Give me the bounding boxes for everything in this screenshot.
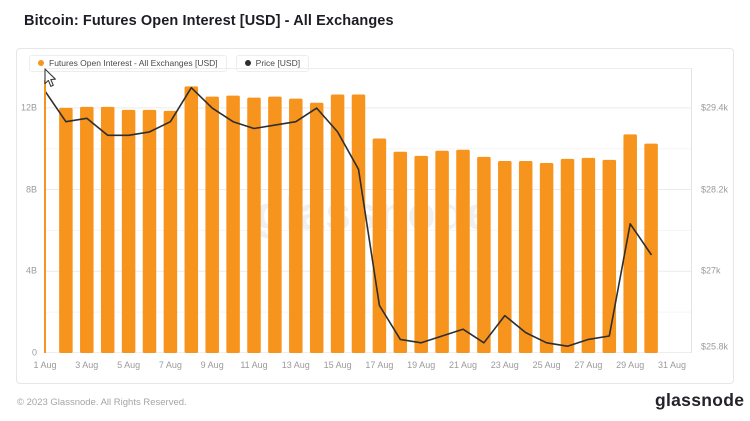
x-tick-27-aug: 27 Aug [574, 360, 603, 370]
bar-27-aug [581, 157, 596, 353]
bar-8-aug [184, 86, 199, 353]
legend-item-label: Price [USD] [255, 58, 301, 68]
x-tick-9-aug: 9 Aug [200, 360, 224, 370]
price-dot-icon [244, 60, 251, 67]
bar-25-aug [539, 163, 554, 353]
chart-card: Futures Open Interest - All Exchanges [U… [16, 48, 734, 384]
x-tick-3-aug: 3 Aug [75, 360, 99, 370]
legend-item-price[interactable]: Price [USD] [235, 55, 310, 72]
x-tick-7-aug: 7 Aug [158, 360, 182, 370]
legend-item-open-interest[interactable]: Futures Open Interest - All Exchanges [U… [29, 55, 227, 72]
x-tick-13-aug: 13 Aug [281, 360, 310, 370]
bar-11-aug [247, 97, 261, 353]
x-tick-11-aug: 11 Aug [240, 360, 268, 370]
left-tick-4b: 4B [25, 265, 37, 276]
right-tick--27k: $27k [701, 265, 721, 276]
left-axis-accent-line [44, 80, 46, 353]
plot-area: glassnode 04B8B12B$25.8k$27k$28.2k$29.4k… [21, 68, 728, 370]
bar-13-aug [289, 98, 303, 353]
x-tick-17-aug: 17 Aug [365, 360, 394, 370]
legend: Futures Open Interest - All Exchanges [U… [29, 55, 310, 72]
glassnode-logo: glassnode [655, 390, 745, 410]
left-tick-12b: 12B [20, 102, 37, 113]
chart-canvas [44, 68, 692, 353]
x-tick-1-aug: 1 Aug [33, 360, 57, 370]
bar-20-aug [435, 150, 449, 353]
footer-copyright: © 2023 Glassnode. All Rights Reserved. [17, 397, 187, 408]
bar-4-aug [100, 106, 115, 353]
left-tick-0: 0 [31, 347, 37, 358]
x-tick-5-aug: 5 Aug [117, 360, 141, 370]
x-tick-21-aug: 21 Aug [448, 360, 478, 370]
x-tick-29-aug: 29 Aug [616, 360, 645, 370]
bar-7-aug [163, 110, 178, 353]
right-tick--29-4k: $29.4k [701, 102, 729, 113]
bar-30-aug [644, 143, 658, 353]
x-tick-15-aug: 15 Aug [323, 360, 352, 370]
bar-3-aug [80, 106, 94, 353]
bar-18-aug [393, 151, 408, 353]
bar-6-aug [142, 109, 157, 353]
bar-14-aug [309, 102, 324, 353]
bar-15-aug [330, 94, 345, 353]
legend-item-label: Futures Open Interest - All Exchanges [U… [49, 58, 218, 68]
price-line [44, 86, 652, 348]
bar-9-aug [205, 96, 219, 353]
left-tick-8b: 8B [25, 184, 37, 195]
bar-16-aug [351, 94, 366, 353]
bar-29-aug [623, 134, 637, 353]
chart-title: Bitcoin: Futures Open Interest [USD] - A… [24, 13, 394, 29]
bar-12-aug [268, 96, 282, 353]
right-tick--25-8k: $25.8k [701, 341, 729, 352]
bar-21-aug [456, 149, 470, 353]
x-tick-19-aug: 19 Aug [407, 360, 436, 370]
bar-5-aug [121, 109, 136, 353]
x-tick-31-aug: 31 Aug [657, 360, 687, 370]
bar-28-aug [602, 159, 617, 353]
right-tick--28-2k: $28.2k [701, 184, 729, 195]
bar-26-aug [560, 158, 575, 353]
bar-2-aug [59, 107, 73, 353]
bar-17-aug [372, 138, 387, 353]
open-interest-dot-icon [38, 60, 44, 67]
x-tick-25-aug: 25 Aug [532, 360, 561, 370]
bar-10-aug [226, 95, 240, 353]
bar-19-aug [414, 155, 428, 353]
bar-22-aug [477, 156, 491, 353]
bar-23-aug [498, 160, 512, 353]
x-tick-23-aug: 23 Aug [490, 360, 519, 370]
mouse-cursor-icon [44, 68, 56, 87]
bar-24-aug [518, 160, 533, 353]
